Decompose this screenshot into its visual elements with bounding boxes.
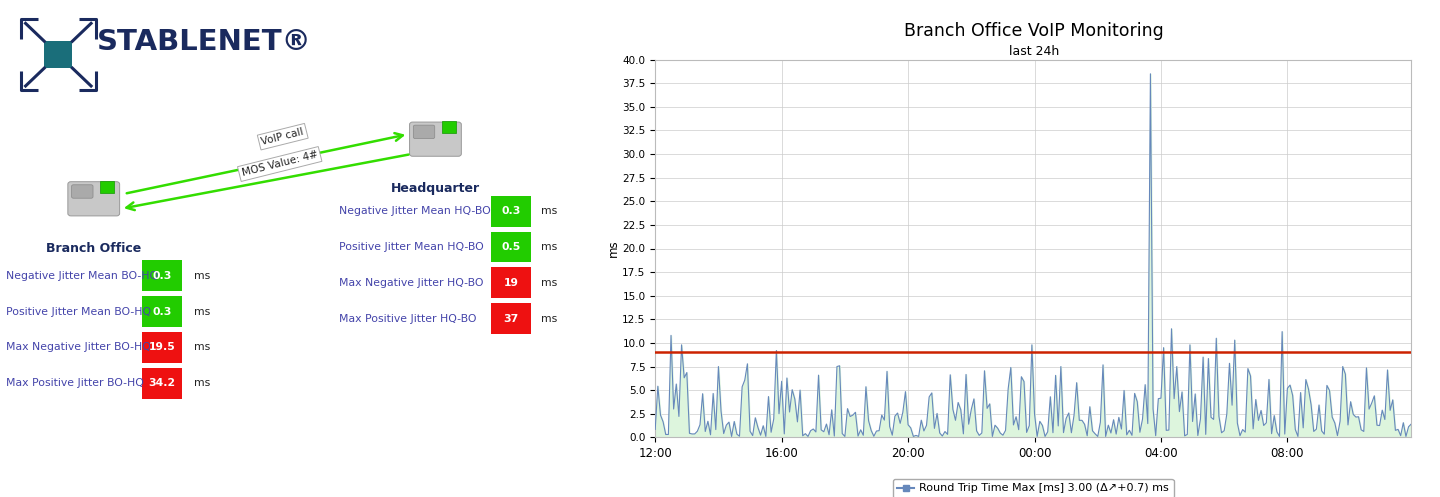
Text: ms: ms xyxy=(193,307,210,317)
Bar xyxy=(45,41,72,68)
Text: Max Positive Jitter HQ-BO: Max Positive Jitter HQ-BO xyxy=(338,314,477,324)
Text: Positive Jitter Mean BO-HQ: Positive Jitter Mean BO-HQ xyxy=(6,307,151,317)
FancyBboxPatch shape xyxy=(68,182,120,216)
FancyBboxPatch shape xyxy=(143,368,181,399)
Text: 0.3: 0.3 xyxy=(153,271,171,281)
Text: last 24h: last 24h xyxy=(1009,45,1058,58)
Text: ms: ms xyxy=(541,242,557,252)
FancyBboxPatch shape xyxy=(413,125,435,139)
Text: Negative Jitter Mean HQ-BO: Negative Jitter Mean HQ-BO xyxy=(338,206,491,216)
Text: STABLENET®: STABLENET® xyxy=(96,28,311,56)
Text: Max Positive Jitter BO-HQ: Max Positive Jitter BO-HQ xyxy=(6,378,144,388)
Text: Max Negative Jitter HQ-BO: Max Negative Jitter HQ-BO xyxy=(338,278,484,288)
Text: ms: ms xyxy=(193,271,210,281)
Text: Positive Jitter Mean HQ-BO: Positive Jitter Mean HQ-BO xyxy=(338,242,484,252)
Bar xyxy=(442,121,456,133)
Text: MOS Value: 4#: MOS Value: 4# xyxy=(240,150,318,178)
Text: 0.5: 0.5 xyxy=(501,242,521,252)
Text: VoIP call: VoIP call xyxy=(261,127,305,147)
Text: ms: ms xyxy=(541,314,557,324)
Text: ms: ms xyxy=(541,206,557,216)
Text: ms: ms xyxy=(541,278,557,288)
Text: Negative Jitter Mean BO-HQ: Negative Jitter Mean BO-HQ xyxy=(6,271,158,281)
Text: 34.2: 34.2 xyxy=(148,378,176,388)
Text: ms: ms xyxy=(193,342,210,352)
Text: Branch Office VoIP Monitoring: Branch Office VoIP Monitoring xyxy=(904,22,1164,40)
Text: Max Negative Jitter BO-HQ: Max Negative Jitter BO-HQ xyxy=(6,342,151,352)
Text: 0.3: 0.3 xyxy=(501,206,521,216)
FancyBboxPatch shape xyxy=(491,303,531,334)
Text: 19: 19 xyxy=(504,278,518,288)
Text: Branch Office: Branch Office xyxy=(46,242,141,255)
FancyBboxPatch shape xyxy=(143,296,181,327)
Text: Headquarter: Headquarter xyxy=(390,182,480,195)
FancyBboxPatch shape xyxy=(143,332,181,363)
Text: 37: 37 xyxy=(504,314,518,324)
Text: ms: ms xyxy=(193,378,210,388)
Legend: Round Trip Time Max [ms] 3.00 (Δ↗+0.7) ms: Round Trip Time Max [ms] 3.00 (Δ↗+0.7) m… xyxy=(893,479,1174,497)
FancyBboxPatch shape xyxy=(72,185,94,198)
FancyBboxPatch shape xyxy=(491,196,531,227)
Bar xyxy=(101,181,114,192)
FancyBboxPatch shape xyxy=(409,122,461,156)
Text: 19.5: 19.5 xyxy=(148,342,176,352)
FancyBboxPatch shape xyxy=(143,260,181,291)
Y-axis label: ms: ms xyxy=(606,240,619,257)
Text: 0.3: 0.3 xyxy=(153,307,171,317)
FancyBboxPatch shape xyxy=(491,267,531,298)
FancyBboxPatch shape xyxy=(491,232,531,262)
